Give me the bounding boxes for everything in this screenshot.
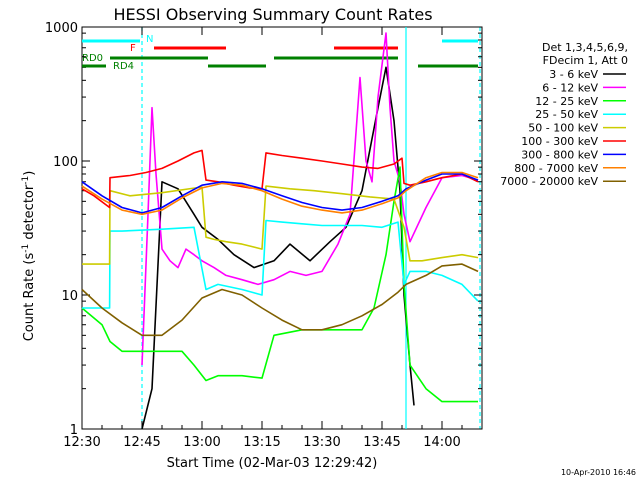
- x-tick-label-2: 13:00: [183, 435, 220, 450]
- x-axis-label: Start Time (02-Mar-03 12:29:42): [167, 456, 378, 471]
- legend-label-5: 100 - 300 keV: [521, 135, 598, 148]
- series-line-8: [81, 263, 479, 337]
- legend-label-7: 800 - 7000 keV: [514, 162, 598, 175]
- series-line-3: [82, 219, 479, 309]
- flag-label-n: N: [146, 34, 153, 45]
- x-tick-label-4: 13:30: [303, 435, 340, 450]
- chart-title: HESSI Observing Summary Count Rates: [113, 5, 432, 24]
- legend-label-8: 7000 - 20000 keV: [500, 175, 598, 188]
- series-line-7: [81, 171, 479, 216]
- legend-label-4: 50 - 100 keV: [528, 122, 598, 135]
- y-tick-label-2: 100: [53, 155, 78, 170]
- x-tick-label-3: 13:15: [243, 435, 280, 450]
- x-tick-label-5: 13:45: [363, 435, 400, 450]
- flag-label-f: F: [130, 43, 136, 54]
- y-tick-label-1: 10: [61, 289, 78, 304]
- legend-label-1: 6 - 12 keV: [542, 81, 598, 94]
- series-line-6: [81, 173, 479, 214]
- y-axis-label-sup1: -1: [21, 244, 31, 253]
- y-axis-label-mid: detector: [22, 184, 37, 244]
- legend-label-0: 3 - 6 keV: [549, 68, 598, 81]
- series-line-1: [141, 32, 479, 366]
- y-tick-label-3: 1000: [45, 21, 78, 36]
- x-tick-label-1: 12:45: [123, 435, 160, 450]
- plot-frame: [81, 26, 483, 430]
- y-axis-label-main: Count Rate (s: [22, 253, 37, 342]
- series-line-0: [141, 66, 415, 430]
- legend-label-2: 12 - 25 keV: [535, 95, 598, 108]
- y-axis-label-end: ): [22, 171, 37, 176]
- legend-header-line-1: Det 1,3,4,5,6,9,: [542, 41, 628, 54]
- timestamp: 10-Apr-2010 16:46: [561, 468, 636, 477]
- y-tick-label-0: 1: [70, 423, 78, 438]
- series-line-5: [81, 149, 479, 209]
- flag-label-rd0: RD0: [82, 53, 103, 64]
- legend-label-6: 300 - 800 keV: [521, 148, 598, 161]
- y-axis-label: Count Rate (s-1 detector-1): [21, 171, 37, 342]
- x-tick-label-0: 12:30: [63, 435, 100, 450]
- legend-header-line-2: FDecim 1, Att 0: [543, 54, 628, 67]
- series-line-4: [82, 185, 479, 265]
- legend-label-3: 25 - 50 keV: [535, 108, 598, 121]
- x-tick-label-6: 14:00: [423, 435, 460, 450]
- flag-label-rd4: RD4: [113, 61, 134, 72]
- y-axis-label-sup2: -1: [21, 176, 31, 185]
